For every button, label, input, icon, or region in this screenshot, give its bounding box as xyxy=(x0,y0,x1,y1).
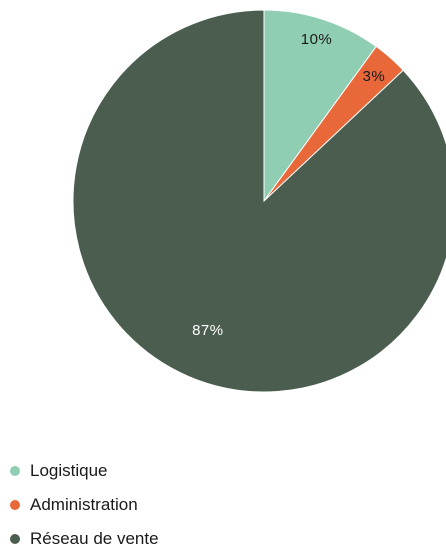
legend-item: Administration xyxy=(10,488,159,522)
pie-slice-r-seau-de-vente xyxy=(72,9,446,393)
legend-swatch xyxy=(10,500,20,510)
pie-label-r-seau-de-vente: 87% xyxy=(192,322,224,339)
legend-label: Réseau de vente xyxy=(30,529,159,548)
pie-chart: 10% 3% 87% xyxy=(72,9,446,393)
legend-swatch xyxy=(10,534,20,544)
pie-labels: 10% 3% 87% xyxy=(192,31,385,339)
legend-swatch xyxy=(10,466,20,476)
legend-label: Logistique xyxy=(30,461,108,480)
pie-label-administration: 3% xyxy=(363,68,386,85)
legend-item: Réseau de vente xyxy=(10,522,159,556)
legend-item: Logistique xyxy=(10,454,159,488)
pie-slice-logistique xyxy=(263,9,377,203)
chart-legend: Logistique Administration Réseau de vente xyxy=(10,454,159,556)
pie-label-logistique: 10% xyxy=(301,31,333,48)
legend-label: Administration xyxy=(30,495,138,514)
pie-slices xyxy=(72,9,446,393)
